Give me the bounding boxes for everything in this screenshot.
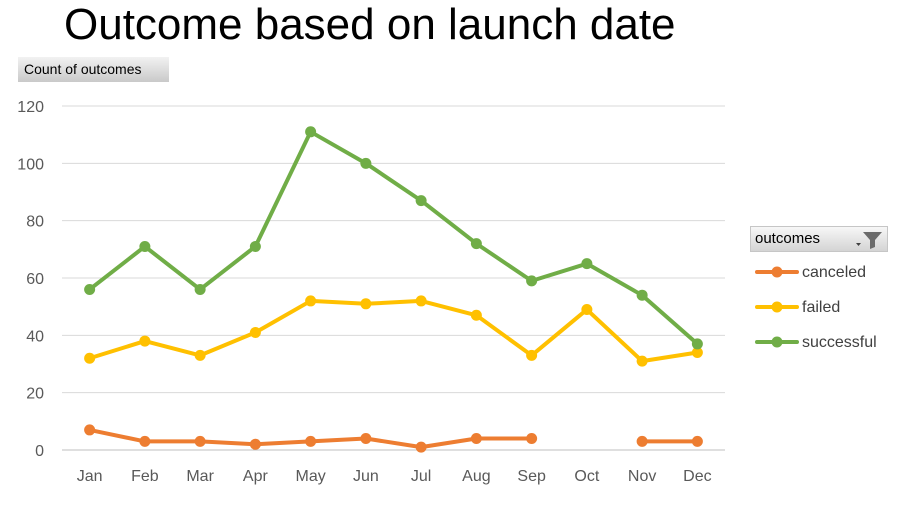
legend-swatch bbox=[755, 266, 799, 278]
data-point-failed bbox=[581, 304, 593, 316]
data-point-failed bbox=[249, 326, 261, 338]
data-point-successful bbox=[249, 240, 261, 252]
data-point-failed bbox=[360, 298, 372, 310]
x-tick-label: Feb bbox=[131, 468, 159, 485]
y-tick-label: 60 bbox=[26, 271, 44, 288]
data-point-failed bbox=[691, 347, 703, 359]
x-tick-label: May bbox=[296, 468, 326, 485]
y-tick-label: 120 bbox=[17, 99, 44, 116]
data-point-canceled bbox=[249, 438, 261, 450]
x-tick-label: Jun bbox=[353, 468, 379, 485]
legend-label: successful bbox=[802, 334, 877, 351]
legend-swatch bbox=[755, 301, 799, 313]
legend-filter-button[interactable]: outcomes bbox=[750, 226, 888, 252]
y-tick-label: 80 bbox=[26, 214, 44, 231]
data-point-canceled bbox=[84, 424, 96, 436]
data-point-successful bbox=[194, 283, 206, 295]
data-point-successful bbox=[470, 238, 482, 250]
legend-list: canceled failed successful bbox=[750, 255, 888, 360]
chart-title: Outcome based on launch date bbox=[64, 0, 676, 49]
legend: outcomes canceled failed successful bbox=[750, 226, 888, 357]
x-tick-label: Apr bbox=[243, 468, 269, 485]
data-point-canceled bbox=[526, 433, 538, 445]
x-tick-label: Jul bbox=[411, 468, 431, 485]
data-point-successful bbox=[84, 283, 96, 295]
data-point-canceled bbox=[139, 435, 151, 447]
data-point-canceled bbox=[636, 435, 648, 447]
legend-label: canceled bbox=[802, 264, 867, 281]
series-line-successful bbox=[87, 129, 700, 346]
data-point-failed bbox=[139, 335, 151, 347]
x-tick-label: Jan bbox=[77, 468, 103, 485]
x-tick-label: Dec bbox=[683, 468, 711, 485]
data-point-failed bbox=[415, 295, 427, 307]
series-line-failed bbox=[87, 298, 700, 364]
data-point-canceled bbox=[194, 435, 206, 447]
legend-label: failed bbox=[802, 299, 841, 316]
y-tick-label: 100 bbox=[17, 156, 44, 173]
data-point-failed bbox=[636, 355, 648, 367]
x-tick-label: Mar bbox=[186, 468, 214, 485]
legend-item-canceled: canceled bbox=[750, 255, 888, 290]
data-point-failed bbox=[526, 349, 538, 361]
data-point-successful bbox=[581, 258, 593, 270]
data-point-canceled bbox=[691, 435, 703, 447]
data-point-canceled bbox=[415, 441, 427, 453]
data-point-canceled bbox=[360, 433, 372, 445]
x-tick-label: Oct bbox=[574, 468, 599, 485]
data-point-successful bbox=[415, 195, 427, 207]
dropdown-arrow-icon bbox=[856, 243, 861, 246]
y-tick-label: 40 bbox=[26, 328, 44, 345]
data-point-successful bbox=[636, 289, 648, 301]
x-tick-label: Sep bbox=[517, 468, 546, 485]
value-field-button[interactable]: Count of outcomes bbox=[18, 57, 169, 82]
data-point-canceled bbox=[305, 435, 317, 447]
data-point-successful bbox=[526, 275, 538, 287]
y-tick-label: 20 bbox=[26, 386, 44, 403]
data-point-canceled bbox=[470, 433, 482, 445]
legend-swatch bbox=[755, 336, 799, 348]
legend-header-label: outcomes bbox=[755, 230, 821, 247]
legend-item-failed: failed bbox=[750, 290, 888, 325]
x-tick-label: Nov bbox=[628, 468, 656, 485]
filter-icon[interactable] bbox=[853, 230, 883, 258]
data-point-successful bbox=[360, 157, 372, 169]
data-point-successful bbox=[691, 338, 703, 350]
y-tick-label: 0 bbox=[35, 443, 44, 460]
data-point-successful bbox=[305, 126, 317, 138]
data-point-failed bbox=[470, 309, 482, 321]
data-point-failed bbox=[84, 352, 96, 364]
data-point-successful bbox=[139, 240, 151, 252]
x-tick-label: Aug bbox=[462, 468, 490, 485]
legend-item-successful: successful bbox=[750, 325, 888, 360]
data-point-failed bbox=[194, 349, 206, 361]
data-point-failed bbox=[305, 295, 317, 307]
